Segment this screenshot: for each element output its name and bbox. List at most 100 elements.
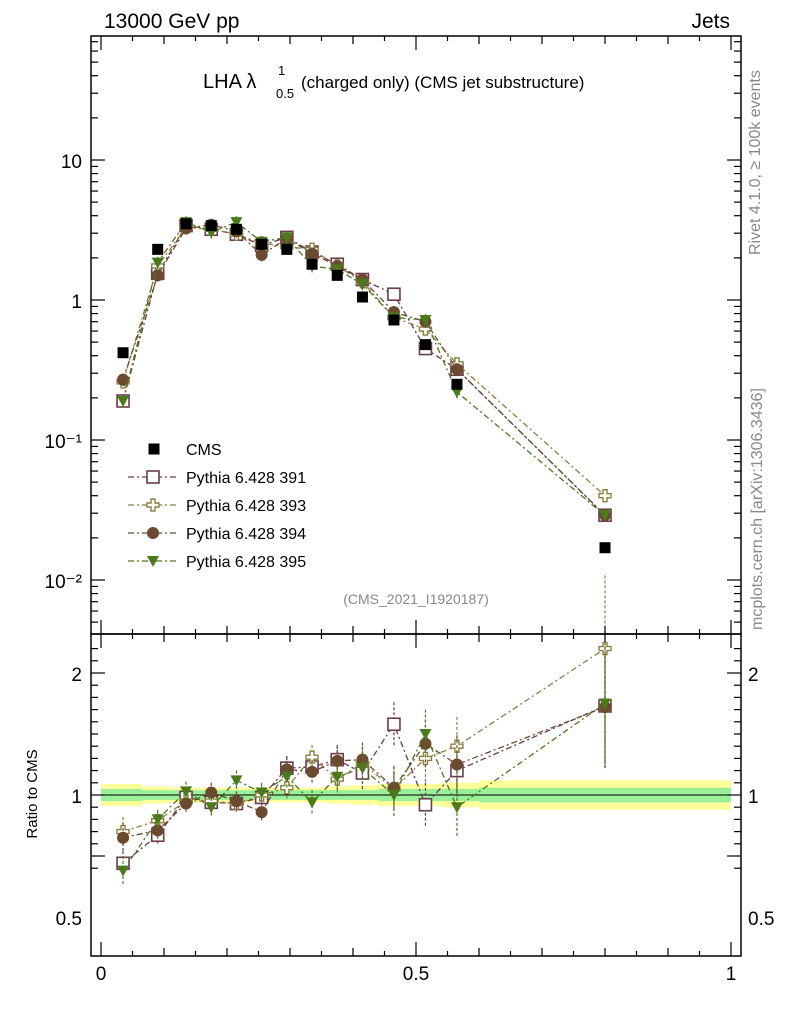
ratio-point-394 bbox=[205, 786, 218, 799]
title-superscript: 1 bbox=[278, 63, 285, 78]
cms-data-layer bbox=[117, 218, 611, 554]
ratio-point-395 bbox=[419, 729, 432, 740]
legend-label-cms: CMS bbox=[186, 442, 222, 459]
legend-marker-395 bbox=[147, 556, 159, 567]
ratio-point-394 bbox=[356, 753, 369, 766]
ratio-point-394 bbox=[450, 758, 463, 771]
legend-marker-391 bbox=[146, 470, 160, 484]
cms-data-point bbox=[256, 238, 268, 250]
series-point-394 bbox=[450, 363, 463, 376]
ratio-point-395 bbox=[387, 790, 400, 801]
ytick-label-1: 1 bbox=[71, 292, 82, 313]
ratio-point-395 bbox=[450, 802, 463, 814]
cms-data-point bbox=[599, 542, 611, 554]
series-point-395 bbox=[450, 387, 463, 399]
ratio-point-395 bbox=[151, 814, 164, 826]
ratio-point-393 bbox=[280, 780, 294, 795]
ratio-point-395 bbox=[306, 797, 319, 809]
ratio-axis-label: Ratio to CMS bbox=[24, 749, 41, 838]
ratio-point-395 bbox=[117, 865, 130, 877]
cms-data-point bbox=[152, 243, 164, 255]
title-main: LHA λ bbox=[203, 71, 256, 93]
xtick-label-1: 1 bbox=[726, 964, 737, 985]
ratio-point-394 bbox=[306, 765, 319, 778]
series-point-395 bbox=[117, 395, 130, 407]
rivet-label: Rivet 4.1.0, ≥ 100k events bbox=[747, 70, 764, 255]
ratio-ytick-label-right-2: 2 bbox=[748, 665, 759, 686]
ratio-point-395 bbox=[356, 763, 369, 775]
cms-data-point bbox=[451, 378, 463, 390]
ratio-point-394 bbox=[255, 806, 268, 819]
ratio-point-391 bbox=[418, 797, 433, 812]
ratio-point-393 bbox=[305, 750, 319, 764]
ratio-line-391 bbox=[122, 705, 606, 864]
ratio-ytick-label-right-0.5: 0.5 bbox=[748, 909, 774, 930]
ratio-point-394 bbox=[419, 737, 432, 750]
xtick-label-0.5: 0.5 bbox=[403, 964, 429, 985]
series-point-395 bbox=[419, 314, 432, 326]
series-point-395 bbox=[230, 217, 243, 229]
legend-marker-cms bbox=[148, 443, 160, 455]
xtick-label-0: 0 bbox=[96, 964, 107, 985]
legend-label-394: Pythia 6.428 394 bbox=[186, 526, 306, 543]
ytick-label-0.1: 10⁻¹ bbox=[45, 432, 83, 453]
cms-data-point bbox=[306, 258, 318, 270]
series-point-391 bbox=[387, 287, 401, 302]
title-subscript: 0.5 bbox=[276, 86, 294, 101]
ratio-point-395 bbox=[180, 786, 193, 798]
legend-label-393: Pythia 6.428 393 bbox=[186, 498, 306, 515]
axis-ticks bbox=[91, 36, 741, 956]
ytick-label-0.01: 10⁻² bbox=[45, 572, 83, 593]
ratio-point-395 bbox=[255, 787, 268, 799]
series-point-395 bbox=[280, 232, 293, 244]
analysis-tag: (CMS_2021_I1920187) bbox=[343, 591, 489, 607]
title-rest: (charged only) (CMS jet substructure) bbox=[301, 73, 584, 92]
legend-label-395: Pythia 6.428 395 bbox=[186, 554, 306, 571]
ratio-point-394 bbox=[180, 797, 193, 810]
cms-data-point bbox=[230, 223, 242, 235]
series-point-394 bbox=[306, 247, 319, 260]
ratio-point-395 bbox=[230, 775, 243, 787]
ratio-point-395 bbox=[599, 698, 611, 710]
cms-data-point bbox=[281, 243, 293, 255]
cms-data-point bbox=[205, 220, 217, 232]
main-panel-frame bbox=[90, 35, 742, 635]
ratio-ytick-label-0.5: 0.5 bbox=[56, 909, 82, 930]
cms-data-point bbox=[356, 291, 368, 303]
ratio-ytick-label-2: 2 bbox=[71, 665, 82, 686]
series-point-395 bbox=[356, 279, 369, 291]
cms-data-point bbox=[180, 218, 192, 230]
ratio-point-391 bbox=[387, 717, 401, 732]
series-point-395 bbox=[151, 257, 164, 269]
ratio-point-394 bbox=[230, 795, 243, 808]
cms-data-point bbox=[331, 269, 343, 281]
ratio-point-395 bbox=[331, 771, 344, 783]
ratio-point-394 bbox=[331, 754, 344, 767]
series-point-394 bbox=[151, 269, 164, 282]
ratio-ytick-label-1: 1 bbox=[71, 787, 82, 808]
ratio-point-395 bbox=[280, 771, 293, 783]
cms-data-point bbox=[117, 347, 129, 359]
ratio-series-layer bbox=[116, 575, 612, 886]
series-point-394 bbox=[255, 248, 268, 261]
series-point-394 bbox=[117, 373, 130, 386]
legend-label-391: Pythia 6.428 391 bbox=[186, 470, 306, 487]
cms-data-point bbox=[388, 314, 400, 326]
ratio-point-393 bbox=[418, 751, 433, 766]
series-point-395 bbox=[599, 510, 611, 522]
energy-label: 13000 GeV pp bbox=[104, 10, 239, 33]
ratio-point-395 bbox=[205, 802, 218, 814]
mcplots-label: mcplots.cern.ch [arXiv:1306.3436] bbox=[749, 388, 766, 630]
legend: CMS Pythia 6.428 391 Pythia 6.428 393 Py… bbox=[128, 442, 306, 571]
ratio-point-394 bbox=[117, 831, 130, 844]
ratio-point-394 bbox=[151, 824, 164, 837]
ytick-label-10: 10 bbox=[61, 152, 82, 173]
ratio-line-395 bbox=[122, 702, 606, 872]
series-point-393 bbox=[598, 489, 612, 503]
chart-title: LHA λ 1 0.5 (charged only) (CMS jet subs… bbox=[203, 63, 584, 101]
legend-marker-394 bbox=[147, 527, 159, 539]
ratio-ytick-label-right-1: 1 bbox=[748, 787, 759, 808]
legend-marker-393 bbox=[146, 498, 160, 512]
cms-data-point bbox=[419, 339, 431, 351]
